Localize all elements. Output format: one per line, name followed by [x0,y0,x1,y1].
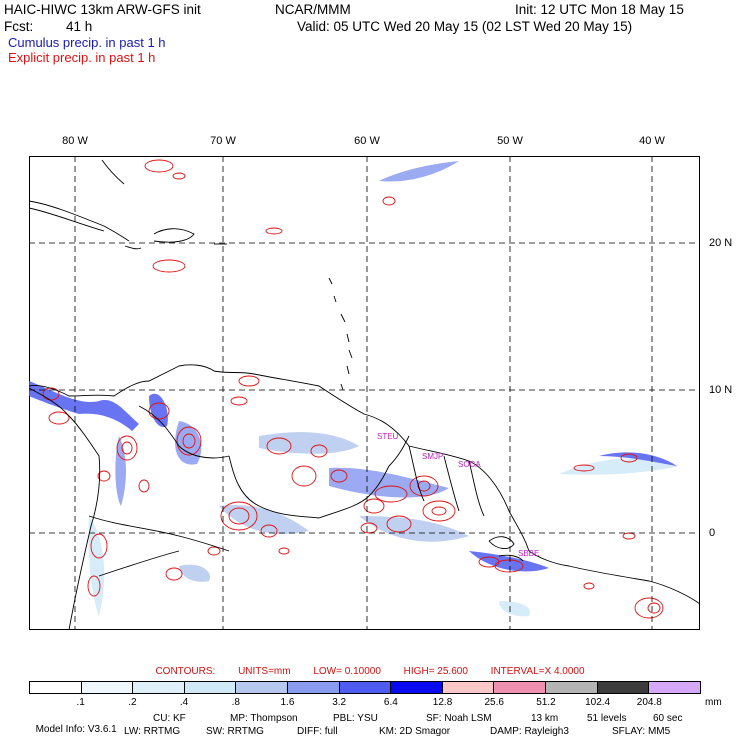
map-svg: STEU SMJP SOCA SBBE [28,156,701,631]
colorbar-swatch [391,682,443,693]
colorbar-label: 3.2 [332,697,347,708]
precip-map: STEU SMJP SOCA SBBE [28,156,701,631]
colorbar-swatch [546,682,598,693]
init-time: Init: 12 UTC Mon 18 May 15 [515,2,684,17]
lon-label-60w: 60 W [354,135,380,147]
lon-label-80w: 80 W [62,135,88,147]
colorbar-label: .8 [231,697,240,708]
site-markers: STEU SMJP SOCA SBBE [377,432,539,558]
lat-label-0: 0 [709,527,716,539]
colorbar-label: .1 [76,697,85,708]
lon-label-40w: 40 W [639,135,665,147]
coastlines [28,159,701,631]
model-info-line1: Model Info: V3.6.1 [30,713,117,735]
contour-high: HIGH= 25.600 [403,666,468,677]
colorbar-swatch [236,682,289,693]
colorbar-swatch [30,682,82,693]
contour-label: CONTOURS: [155,666,216,677]
valid-time: Valid: 05 UTC Wed 20 May 15 (02 LST Wed … [297,19,633,34]
colorbar-swatch [81,682,134,693]
lon-label-70w: 70 W [210,135,236,147]
contour-units: UNITS=mm [238,666,291,677]
colorbar-label: 12.8 [432,697,453,708]
site-soca: SOCA [458,460,481,469]
info-damp: DAMP: Rayleigh3 [490,726,569,737]
info-sflay: SFLAY: MM5 [612,726,671,737]
colorbar-label: 51.2 [536,697,556,708]
colorbar-swatch [184,682,237,693]
colorbar-swatch [442,682,495,693]
info-version: Model Info: V3.6.1 [35,724,117,735]
explicit-legend: Explicit precip. in past 1 h [8,50,156,65]
colorbar-swatch [133,682,185,693]
map-title: HAIC-HIWC 13km ARW-GFS init [4,2,201,17]
info-timestep: 60 sec [653,713,683,724]
cumulus-precip-areas [29,161,679,617]
site-sbbe: SBBE [518,549,539,558]
info-levels: 51 levels [587,713,627,724]
lat-lon-grid [29,156,700,630]
colorbar-label: 1.6 [280,697,295,708]
info-sf: SF: Noah LSM [426,713,492,724]
contour-info: CONTOURS: UNITS=mm LOW= 0.10000 HIGH= 25… [0,666,740,677]
forecast-label: Fcst: [4,19,34,34]
colorbar-label: 6.4 [383,697,398,708]
info-mp: MP: Thompson [230,713,298,724]
info-pbl: PBL: YSU [333,713,378,724]
info-cu: CU: KF [153,713,186,724]
info-lw: LW: RRTMG [124,726,181,737]
colorbar-swatch [494,682,547,693]
colorbar-label: 102.4 [585,697,611,708]
colorbar-swatch [288,682,340,693]
colorbar-label: .4 [179,697,189,708]
org-label: NCAR/MMM [275,2,351,17]
contour-interval: INTERVAL=X 4.0000 [490,666,585,677]
info-sw: SW: RRTMG [206,726,264,737]
lon-label-50w: 50 W [497,135,523,147]
colorbar-swatch [339,682,392,693]
info-resolution: 13 km [531,713,559,724]
info-diff: DIFF: full [297,726,338,737]
site-steu: STEU [377,432,399,441]
colorbar-label: .2 [128,697,137,708]
lat-label-20n: 20 N [709,237,733,249]
info-km: KM: 2D Smagor [379,726,451,737]
cumulus-legend: Cumulus precip. in past 1 h [8,35,166,50]
contour-low: LOW= 0.10000 [313,666,381,677]
colorbar-unit: mm [705,697,722,708]
precip-colorbar [29,681,701,694]
forecast-hour: 41 h [66,19,93,34]
colorbar-label: 25.6 [484,697,504,708]
explicit-precip-contours [42,159,664,619]
lat-label-10n: 10 N [709,384,733,396]
colorbar-swatch [597,682,650,693]
colorbar-label: 204.8 [636,697,662,708]
colorbar-swatch [649,682,700,693]
site-smjp: SMJP [422,452,443,461]
